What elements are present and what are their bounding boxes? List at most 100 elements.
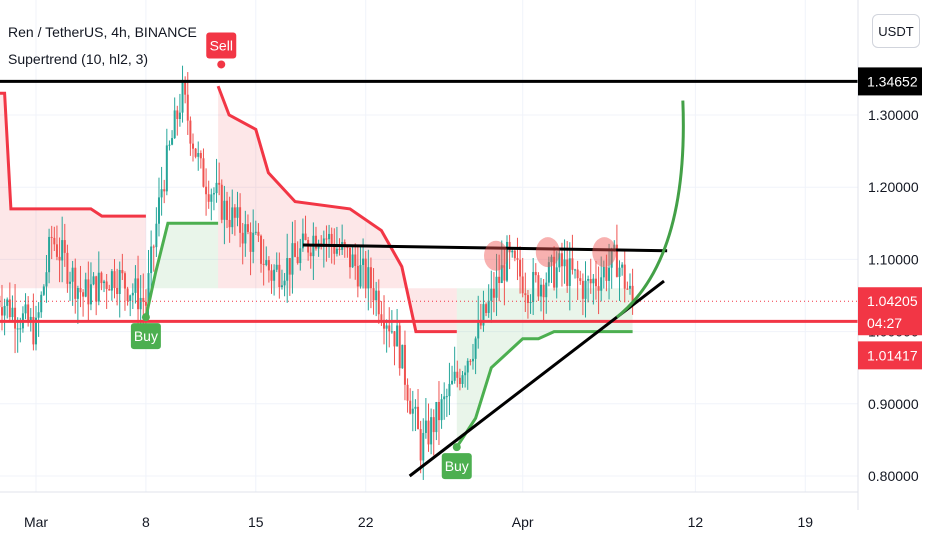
- candle-body: [532, 271, 535, 303]
- candle-body: [526, 295, 529, 304]
- supertrend-down-1: [0, 91, 146, 218]
- candle-body: [519, 259, 522, 277]
- candle-body: [210, 194, 213, 202]
- candle-body: [244, 224, 247, 244]
- candle-body: [108, 288, 111, 291]
- candle-body: [186, 94, 189, 121]
- candle-body: [417, 406, 420, 430]
- time-tick-label: Mar: [24, 514, 48, 530]
- candle-body: [351, 254, 354, 268]
- candle-body: [600, 277, 603, 291]
- candle-body: [8, 299, 11, 318]
- candle-body: [328, 233, 331, 240]
- candle-body: [254, 231, 257, 233]
- candle-body: [623, 264, 626, 289]
- candle-body: [173, 110, 176, 139]
- buy-signal: Buy: [130, 313, 161, 350]
- candle-body: [14, 307, 17, 329]
- candle-body: [19, 328, 22, 330]
- candle-body: [226, 200, 229, 220]
- candle-body: [356, 265, 359, 287]
- supertrend-legend[interactable]: Supertrend (10, hl2, 3): [8, 51, 149, 67]
- candle-body: [134, 278, 137, 293]
- candle-body: [228, 219, 231, 228]
- candle-body: [123, 273, 126, 289]
- signal-label-text: Sell: [210, 37, 233, 53]
- candle-body: [3, 305, 6, 316]
- supertrend-lines: [0, 85, 633, 448]
- candle-body: [61, 240, 64, 261]
- signal-dot: [217, 60, 226, 69]
- drawings: [0, 79, 858, 478]
- candle-body: [568, 258, 571, 286]
- candle-body: [524, 293, 527, 296]
- signal-label-box: [130, 323, 161, 350]
- candle-body: [471, 358, 474, 362]
- candle-body: [503, 265, 506, 281]
- candle-body: [11, 307, 14, 318]
- candle-body: [265, 260, 268, 265]
- candle-body: [218, 182, 221, 185]
- candle-body: [615, 244, 618, 277]
- candle-body: [422, 432, 425, 461]
- candle-body: [105, 281, 108, 289]
- top-marker: [592, 237, 617, 268]
- candle-body: [241, 232, 244, 244]
- candle-body: [477, 319, 480, 339]
- candle-body: [260, 235, 263, 264]
- candle-body: [513, 250, 516, 259]
- candle-body: [84, 279, 87, 297]
- candle-body: [372, 288, 375, 301]
- price-axis[interactable]: 0.800000.900001.000001.100001.200001.300…: [857, 0, 922, 510]
- candle-body: [294, 243, 297, 257]
- top-marker: [484, 240, 509, 271]
- candle-body: [35, 317, 37, 345]
- candle-body: [592, 278, 595, 284]
- candle-body: [461, 375, 464, 384]
- supertrend-up-1: [144, 221, 219, 318]
- candle-body: [267, 260, 270, 271]
- candle-body: [610, 248, 613, 268]
- time-axis[interactable]: Mar 8 15 22 Apr 12 19: [0, 491, 858, 530]
- candle-body: [466, 360, 469, 373]
- time-tick-label: 22: [358, 514, 374, 530]
- candle-body: [79, 287, 82, 293]
- candle-body: [168, 144, 171, 146]
- candle-body: [325, 238, 328, 240]
- signal-label-text: Buy: [445, 458, 469, 474]
- candle-body: [205, 186, 208, 195]
- candle-body: [553, 256, 556, 288]
- candle-body: [55, 244, 58, 257]
- candle-body: [176, 110, 179, 120]
- candle-body: [430, 417, 433, 445]
- candle-body: [131, 292, 134, 296]
- bar-countdown-text: 04:27: [867, 315, 902, 331]
- candle-body: [48, 236, 51, 273]
- candle-body: [409, 400, 412, 414]
- candle-body: [246, 224, 249, 232]
- candle-body: [451, 380, 454, 384]
- candle-body: [584, 280, 587, 299]
- cloud-bullish-1: [145, 223, 219, 318]
- candle-body: [97, 272, 100, 302]
- candle-body: [215, 182, 218, 194]
- candle-body: [280, 285, 283, 288]
- symbol-legend[interactable]: Ren / TetherUS, 4h, BINANCE: [8, 24, 197, 40]
- candle-body: [181, 80, 184, 113]
- candle-body: [220, 184, 223, 220]
- candle-body: [142, 297, 145, 302]
- candle-body: [278, 264, 281, 288]
- currency-button[interactable]: USDT: [872, 14, 920, 48]
- current-price-text: 1.04205: [867, 293, 918, 309]
- candle-body: [333, 243, 336, 254]
- candle-body: [194, 148, 197, 157]
- candle-body: [231, 207, 234, 228]
- candle-body: [427, 420, 430, 445]
- candle-body: [626, 288, 629, 290]
- candle-body: [448, 383, 451, 397]
- candle-body: [16, 328, 19, 330]
- candle-body: [283, 280, 286, 286]
- candle-body: [383, 319, 386, 329]
- candle-body: [571, 258, 574, 270]
